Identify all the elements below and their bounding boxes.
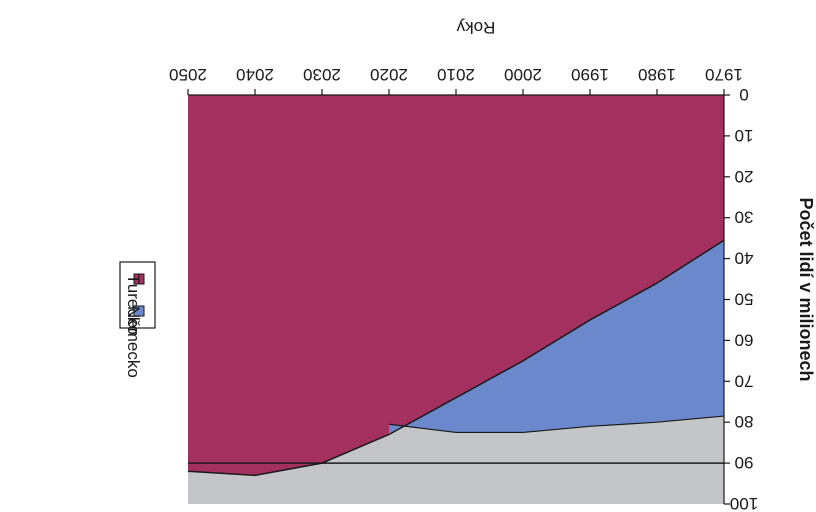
axis-text: 1970198019902000201020202030204020500102… [169, 18, 816, 512]
y-tick-label: 40 [735, 249, 754, 268]
x-tick-label: 1970 [705, 65, 743, 84]
y-tick-label: 90 [735, 453, 754, 472]
x-tick-label: 2030 [303, 65, 341, 84]
x-tick-label: 2010 [437, 65, 475, 84]
area-fills [188, 95, 724, 504]
area-turecko [188, 95, 724, 476]
axes [187, 89, 730, 505]
y-tick-label: 30 [735, 208, 754, 227]
x-tick-label: 2050 [169, 65, 207, 84]
grey-area [188, 411, 724, 504]
legend-box [119, 261, 156, 329]
y-tick-label: 100 [730, 494, 758, 512]
x-tick-label: 1990 [571, 65, 609, 84]
y-tick-label: 80 [735, 412, 754, 431]
x-tick-label: 2020 [370, 65, 408, 84]
x-axis-title: Roky [456, 18, 495, 37]
area-boundary-lines [187, 239, 725, 477]
x-tick-label: 2040 [236, 65, 274, 84]
y-tick-label: 70 [735, 371, 754, 390]
line-nemecko [388, 415, 725, 434]
y-tick-label: 10 [735, 126, 754, 145]
legend-label: Německo [124, 306, 143, 378]
y-tick-label: 20 [735, 167, 754, 186]
legend-label: Turecko [124, 274, 143, 335]
area-nemecko [389, 240, 724, 435]
x-tick-label: 2000 [504, 65, 542, 84]
legend-swatch [133, 273, 145, 285]
x-tick-label: 1980 [638, 65, 676, 84]
y-tick-label: 50 [735, 290, 754, 309]
y-tick-label: 60 [735, 330, 754, 349]
line-turecko [187, 239, 725, 477]
y-tick-label: 0 [739, 85, 748, 104]
y-axis-title: Počet lidí v milionech [796, 197, 816, 381]
legend-swatch [133, 305, 145, 317]
